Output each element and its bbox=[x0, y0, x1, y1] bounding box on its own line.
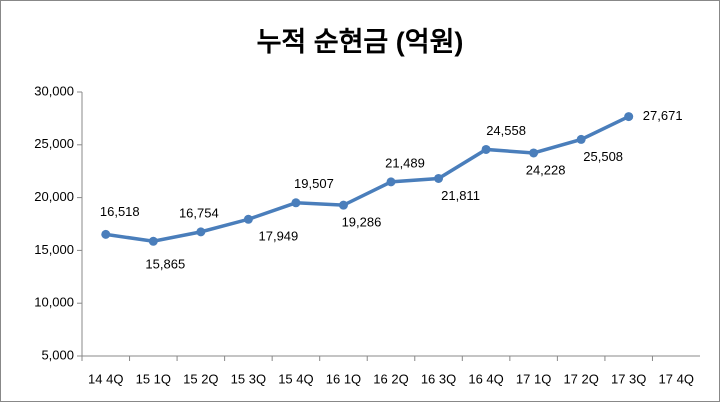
data-label: 21,811 bbox=[441, 188, 480, 203]
y-tick-label: 20,000 bbox=[34, 189, 74, 204]
data-point bbox=[338, 200, 348, 210]
data-label: 16,754 bbox=[179, 205, 219, 220]
y-tick-label: 5,000 bbox=[41, 347, 74, 362]
x-tick-label: 17 4Q bbox=[659, 371, 694, 386]
data-label: 17,949 bbox=[259, 229, 299, 244]
data-label: 15,865 bbox=[145, 257, 185, 272]
data-point bbox=[386, 177, 396, 187]
x-tick-label: 15 3Q bbox=[231, 371, 266, 386]
data-point bbox=[243, 214, 253, 224]
x-tick-label: 16 3Q bbox=[421, 371, 456, 386]
x-tick-label: 16 4Q bbox=[468, 371, 503, 386]
data-label: 27,671 bbox=[643, 108, 683, 123]
y-tick-label: 10,000 bbox=[34, 295, 74, 310]
chart-title: 누적 순현금 (억원) bbox=[257, 27, 464, 57]
x-tick-label: 15 2Q bbox=[183, 371, 218, 386]
x-tick-label: 16 1Q bbox=[326, 371, 361, 386]
data-label: 19,286 bbox=[342, 215, 382, 230]
y-tick-label: 25,000 bbox=[34, 136, 74, 151]
x-tick-label: 15 4Q bbox=[278, 371, 313, 386]
data-point bbox=[291, 198, 301, 208]
data-point bbox=[624, 112, 634, 122]
y-tick-label: 30,000 bbox=[34, 83, 74, 98]
data-label: 24,228 bbox=[526, 162, 566, 177]
y-tick-label: 15,000 bbox=[34, 242, 74, 257]
data-point bbox=[148, 236, 158, 246]
x-tick-label: 15 1Q bbox=[136, 371, 171, 386]
series-line bbox=[105, 115, 630, 244]
data-point bbox=[481, 144, 491, 154]
data-label: 25,508 bbox=[583, 149, 623, 164]
data-label: 24,558 bbox=[486, 123, 526, 138]
x-tick-label: 17 1Q bbox=[516, 371, 551, 386]
data-point bbox=[101, 229, 111, 239]
x-tick-label: 17 2Q bbox=[563, 371, 598, 386]
data-label: 21,489 bbox=[385, 155, 425, 170]
data-label: 16,518 bbox=[100, 204, 140, 219]
data-label: 19,507 bbox=[294, 176, 334, 191]
data-point bbox=[196, 227, 206, 237]
data-point bbox=[529, 148, 539, 158]
data-point bbox=[576, 134, 586, 144]
x-tick-label: 17 3Q bbox=[611, 371, 646, 386]
data-point bbox=[434, 173, 444, 183]
x-tick-label: 14 4Q bbox=[88, 371, 123, 386]
x-tick-label: 16 2Q bbox=[373, 371, 408, 386]
